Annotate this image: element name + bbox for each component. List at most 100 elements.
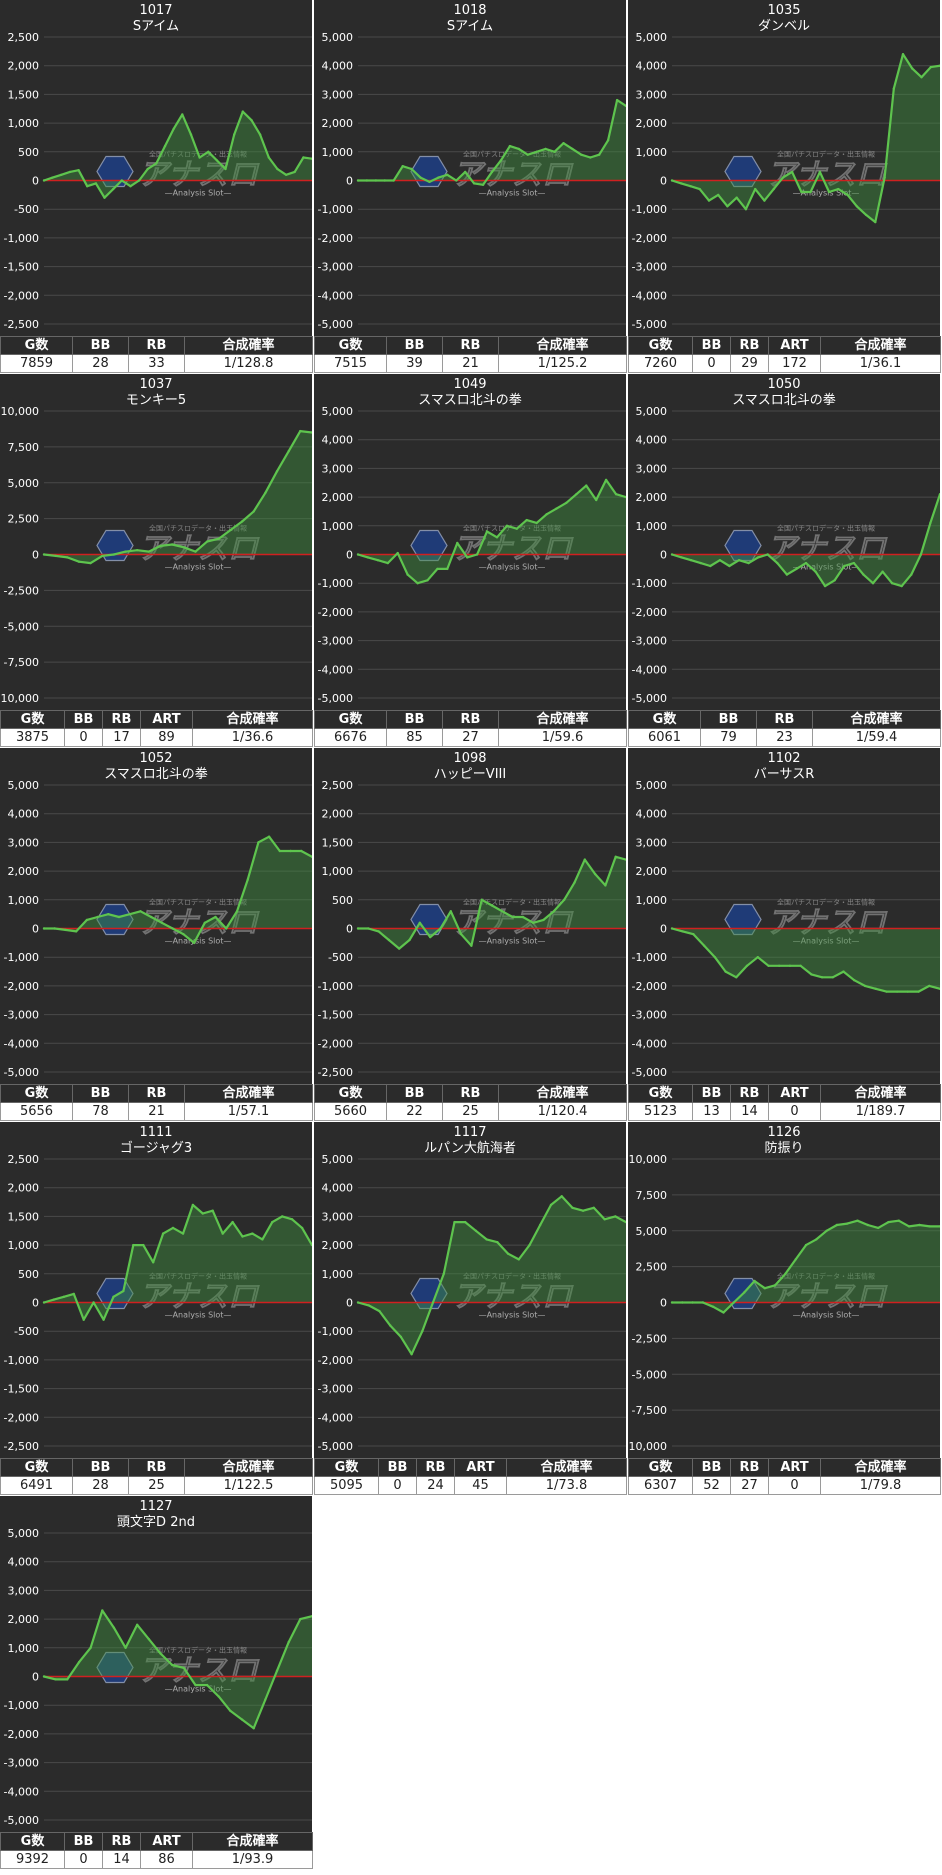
y-tick-label: -500 [14,203,39,216]
stats-header: RB [730,1458,769,1477]
data-point [426,579,429,582]
data-point [389,1324,392,1327]
data-point [160,921,164,924]
machine-panel[interactable]: 10,000 7,500 5,000 2,500 0 -2,500 -5,000 -7,500… [0,374,313,747]
machine-panel[interactable]: 5,000 4,000 3,000 2,000 1,000 0 -1,000 -2,000 -3… [314,0,627,373]
data-point [881,570,884,573]
stats-header: RB [442,1084,499,1103]
machine-panel[interactable]: 10,000 7,500 5,000 2,500 0 -2,500 -5,000 -7,500… [628,1122,941,1495]
watermark-brand: アナスロ [138,532,259,567]
data-point [367,1304,370,1307]
series-area [44,1610,312,1729]
y-tick-label: -2,000 [318,1037,353,1050]
data-point [490,170,494,174]
stats-table: G数 BB RB 合成確率 7859 28 33 1/128.8 [0,336,313,373]
stats-header: 合成確率 [820,1458,941,1477]
data-point [820,976,824,979]
y-tick-label: 0 [346,175,353,188]
y-tick-label: 3,000 [322,462,354,475]
data-point [112,1626,116,1629]
data-point [938,493,940,496]
watermark-brand: アナスロ [766,1280,887,1315]
y-tick-label: -2,500 [4,318,39,331]
data-point [592,1206,595,1209]
machine-panel[interactable]: 5,000 4,000 3,000 2,000 1,000 0 -1,000 -2,000 -3… [628,374,941,747]
series-line [43,1609,312,1730]
data-point [54,554,57,558]
data-point [624,858,626,861]
y-tick-label: 2,500 [8,513,40,526]
machine-panel[interactable]: 5,000 4,000 3,000 2,000 1,000 0 -1,000 -2,000 -3… [628,0,941,373]
data-point [103,196,106,199]
machine-panel[interactable]: 5,000 4,000 3,000 2,000 1,000 0 -1,000 -2,000 -3… [0,748,313,1121]
machine-panel[interactable]: 5,000 4,000 3,000 2,000 1,000 0 -1,000 -2,000 -3… [314,374,627,747]
data-point [756,556,760,559]
watermark-caption: 全国パチスロデータ・出玉情報 [463,150,561,159]
y-tick-label: 3,000 [636,88,668,101]
stats-header: G数 [0,1458,73,1477]
data-point [42,179,46,182]
data-point [906,990,909,993]
data-point [437,176,440,179]
data-point [689,185,692,188]
data-point [112,187,115,191]
stats-value: 23 [756,728,813,747]
y-tick-label: 5,000 [8,477,40,490]
series-area [672,1220,940,1313]
stats-value: 6061 [628,728,701,747]
data-point [917,990,920,993]
stats-value: 0 [692,354,731,373]
data-point [172,127,175,130]
stats-value: 7859 [0,354,73,373]
data-point [788,964,792,967]
panel-title: 1052 スマスロ北斗の拳 [0,751,312,783]
stats-value: 1/59.4 [812,728,941,747]
data-point [901,53,905,56]
data-point [766,553,769,556]
watermark-caption: 全国パチスロデータ・出玉情報 [777,898,875,907]
data-point [624,104,626,108]
data-point [846,193,849,197]
data-point [287,450,290,453]
y-tick-label: -1,000 [318,577,353,590]
data-point [217,1695,220,1698]
y-tick-label: 2,000 [8,60,40,73]
y-tick-label: 2,000 [636,865,668,878]
machine-panel[interactable]: 5,000 4,000 3,000 2,000 1,000 0 -1,000 -2,000 -3… [628,748,941,1121]
data-point [929,521,932,525]
data-point [171,1663,174,1667]
graph-svg: 2,500 2,000 1,500 1,000 500 0 -500 -1,000 -1,500… [4,1153,312,1453]
y-tick-label: 1,000 [636,520,668,533]
data-point [910,573,913,576]
y-tick-label: -4,000 [318,663,353,676]
stats-table: G数 BB RB ART 合成確率 7260 0 29 172 1/36.1 [628,336,941,373]
data-point [64,928,67,932]
data-point [754,187,757,191]
y-tick-label: -7,500 [632,1404,667,1417]
machine-panel[interactable]: 5,000 4,000 3,000 2,000 1,000 0 -1,000 -2,000 -3… [0,1496,313,1869]
data-point [877,1226,880,1230]
data-point [161,1232,165,1235]
watermark-logo-icon [96,903,134,936]
stats-header: G数 [0,710,65,729]
slump-graph: 2,500 2,000 1,500 1,000 500 0 -500 -1,000 -1,500… [0,1122,312,1458]
y-tick-label: 4,000 [636,434,668,447]
machine-panel[interactable]: 2,500 2,000 1,500 1,000 500 0 -500 -1,000 -1,500… [0,1122,313,1495]
stats-header: G数 [628,1458,693,1477]
data-point [919,553,923,556]
data-point [539,1223,542,1227]
y-tick-label: 4,000 [322,1182,354,1195]
slump-graph: 10,000 7,500 5,000 2,500 0 -2,500 -5,000 -7,500… [0,374,312,710]
machine-panel[interactable]: 2,500 2,000 1,500 1,000 500 0 -500 -1,000 -1,500… [314,748,627,1121]
data-point [842,970,845,973]
data-point [585,484,588,487]
machine-panel[interactable]: 2,500 2,000 1,500 1,000 500 0 -500 -1,000 -1,500… [0,0,313,373]
y-tick-label: -2,500 [4,584,39,597]
watermark-tagline: —Analysis Slot— [793,937,860,946]
y-tick-label: -3,000 [632,1009,667,1022]
stats-value: 9392 [0,1850,65,1869]
machine-panel[interactable]: 5,000 4,000 3,000 2,000 1,000 0 -1,000 -2,000 -3… [314,1122,627,1495]
stats-header: ART [454,1458,507,1477]
data-point [225,927,228,930]
machine-name: バーサスR [753,767,815,782]
